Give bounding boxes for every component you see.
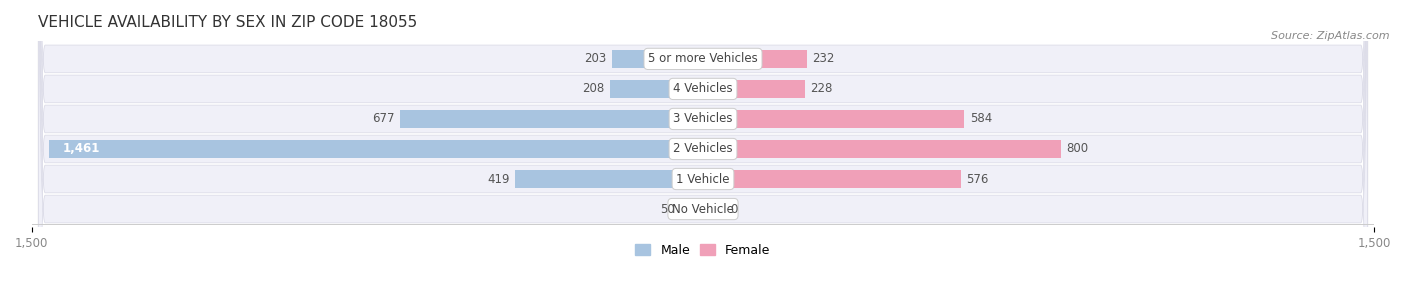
Text: 232: 232 — [813, 52, 835, 65]
Text: 3 Vehicles: 3 Vehicles — [673, 113, 733, 125]
Text: 228: 228 — [810, 82, 832, 95]
Text: 677: 677 — [373, 113, 395, 125]
FancyBboxPatch shape — [38, 0, 1368, 306]
FancyBboxPatch shape — [38, 0, 1368, 306]
FancyBboxPatch shape — [38, 0, 1368, 306]
Bar — [516, 170, 703, 188]
Text: 1 Vehicle: 1 Vehicle — [676, 173, 730, 185]
Legend: Male, Female: Male, Female — [630, 239, 776, 262]
Text: 5 or more Vehicles: 5 or more Vehicles — [648, 52, 758, 65]
FancyBboxPatch shape — [38, 0, 1368, 306]
Text: 50: 50 — [661, 203, 675, 215]
Text: 1,461: 1,461 — [63, 143, 100, 155]
Bar — [612, 50, 703, 68]
Bar — [49, 140, 703, 158]
FancyBboxPatch shape — [38, 0, 1368, 306]
Bar — [401, 110, 703, 128]
Bar — [703, 50, 807, 68]
Text: 203: 203 — [585, 52, 607, 65]
Text: 4 Vehicles: 4 Vehicles — [673, 82, 733, 95]
Text: 0: 0 — [731, 203, 738, 215]
Text: 208: 208 — [582, 82, 605, 95]
Bar — [703, 170, 960, 188]
Bar — [610, 80, 703, 98]
Text: 2 Vehicles: 2 Vehicles — [673, 143, 733, 155]
Bar — [703, 140, 1062, 158]
Text: Source: ZipAtlas.com: Source: ZipAtlas.com — [1271, 31, 1389, 41]
Text: No Vehicle: No Vehicle — [672, 203, 734, 215]
Text: 584: 584 — [970, 113, 993, 125]
Text: 419: 419 — [488, 173, 510, 185]
Bar — [703, 80, 806, 98]
Text: 576: 576 — [966, 173, 988, 185]
Text: 800: 800 — [1066, 143, 1088, 155]
Bar — [681, 200, 703, 218]
Text: VEHICLE AVAILABILITY BY SEX IN ZIP CODE 18055: VEHICLE AVAILABILITY BY SEX IN ZIP CODE … — [38, 15, 418, 30]
FancyBboxPatch shape — [38, 0, 1368, 306]
Bar — [703, 110, 965, 128]
